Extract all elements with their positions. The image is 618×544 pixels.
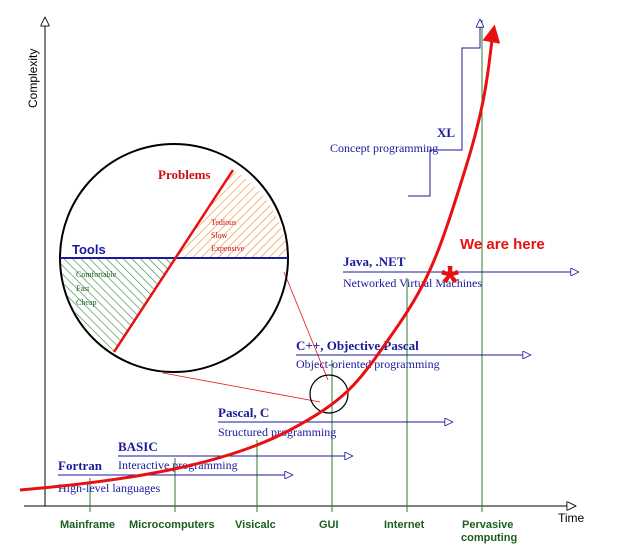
lang-name-fortran: Fortran	[58, 458, 103, 473]
tools-item-3: Cheap	[76, 298, 96, 307]
lang-paradigm-java: Networked Virtual Machines	[343, 276, 482, 290]
problems-line	[112, 169, 235, 353]
xl-step-line	[408, 20, 480, 197]
lang-paradigm-fortran: High-level languages	[58, 481, 161, 495]
problems-label: Problems	[158, 167, 210, 182]
lang-name-basic: BASIC	[118, 439, 158, 454]
tools-item-2: Fast	[76, 284, 90, 293]
era-label-gui: GUI	[319, 519, 339, 531]
lang-name-pascal: Pascal, C	[218, 405, 269, 420]
x-axis-label: Time	[558, 511, 585, 525]
problems-item-3: Expensive	[211, 244, 245, 253]
we-are-here-marker: * We are here	[441, 236, 545, 308]
problems-item-2: Slow	[211, 231, 228, 240]
lang-name-java: Java, .NET	[343, 254, 406, 269]
era-label-pervasive-line1: Pervasive	[462, 519, 513, 531]
era-label-visicalc: Visicalc	[235, 519, 276, 531]
lang-name-xl: XL	[437, 125, 455, 140]
xl-bracket	[408, 20, 480, 197]
lang-paradigm-xl: Concept programming	[330, 141, 438, 155]
lang-name-cpp: C++, Objective Pascal	[296, 338, 419, 353]
lang-paradigm-basic: Interactive programming	[118, 458, 238, 472]
era-label-microcomputers: Microcomputers	[129, 519, 215, 531]
era-label-internet: Internet	[384, 519, 425, 531]
zoom-circle: Problems Tedious Slow Expensive Tools Co…	[59, 143, 289, 373]
zoom-connector-top	[283, 271, 329, 381]
era-label-pervasive-line2: computing	[461, 532, 517, 544]
era-label-mainframe: Mainframe	[60, 519, 115, 531]
complexity-curve	[19, 24, 501, 492]
we-are-here-label: We are here	[460, 236, 545, 253]
problems-hatch-region	[174, 170, 288, 258]
era-labels: Mainframe Microcomputers Visicalc GUI In…	[60, 519, 517, 544]
problems-item-1: Tedious	[211, 218, 236, 227]
zoom-connector-bottom	[162, 372, 321, 403]
lang-paradigm-pascal: Structured programming	[218, 425, 336, 439]
tools-item-1: Comfortable	[76, 270, 117, 279]
axes: Complexity Time	[24, 18, 585, 525]
language-arrows	[58, 272, 578, 475]
y-axis-label: Complexity	[26, 49, 40, 108]
tools-label: Tools	[72, 242, 106, 257]
tools-hatch-region	[60, 258, 174, 352]
zoom-callout	[162, 271, 349, 414]
zoom-source-circle	[309, 374, 349, 414]
language-labels: Fortran High-level languages BASIC Inter…	[58, 125, 482, 495]
lang-paradigm-cpp: Object-oriented programming	[296, 357, 440, 371]
we-are-here-star: *	[441, 256, 459, 308]
